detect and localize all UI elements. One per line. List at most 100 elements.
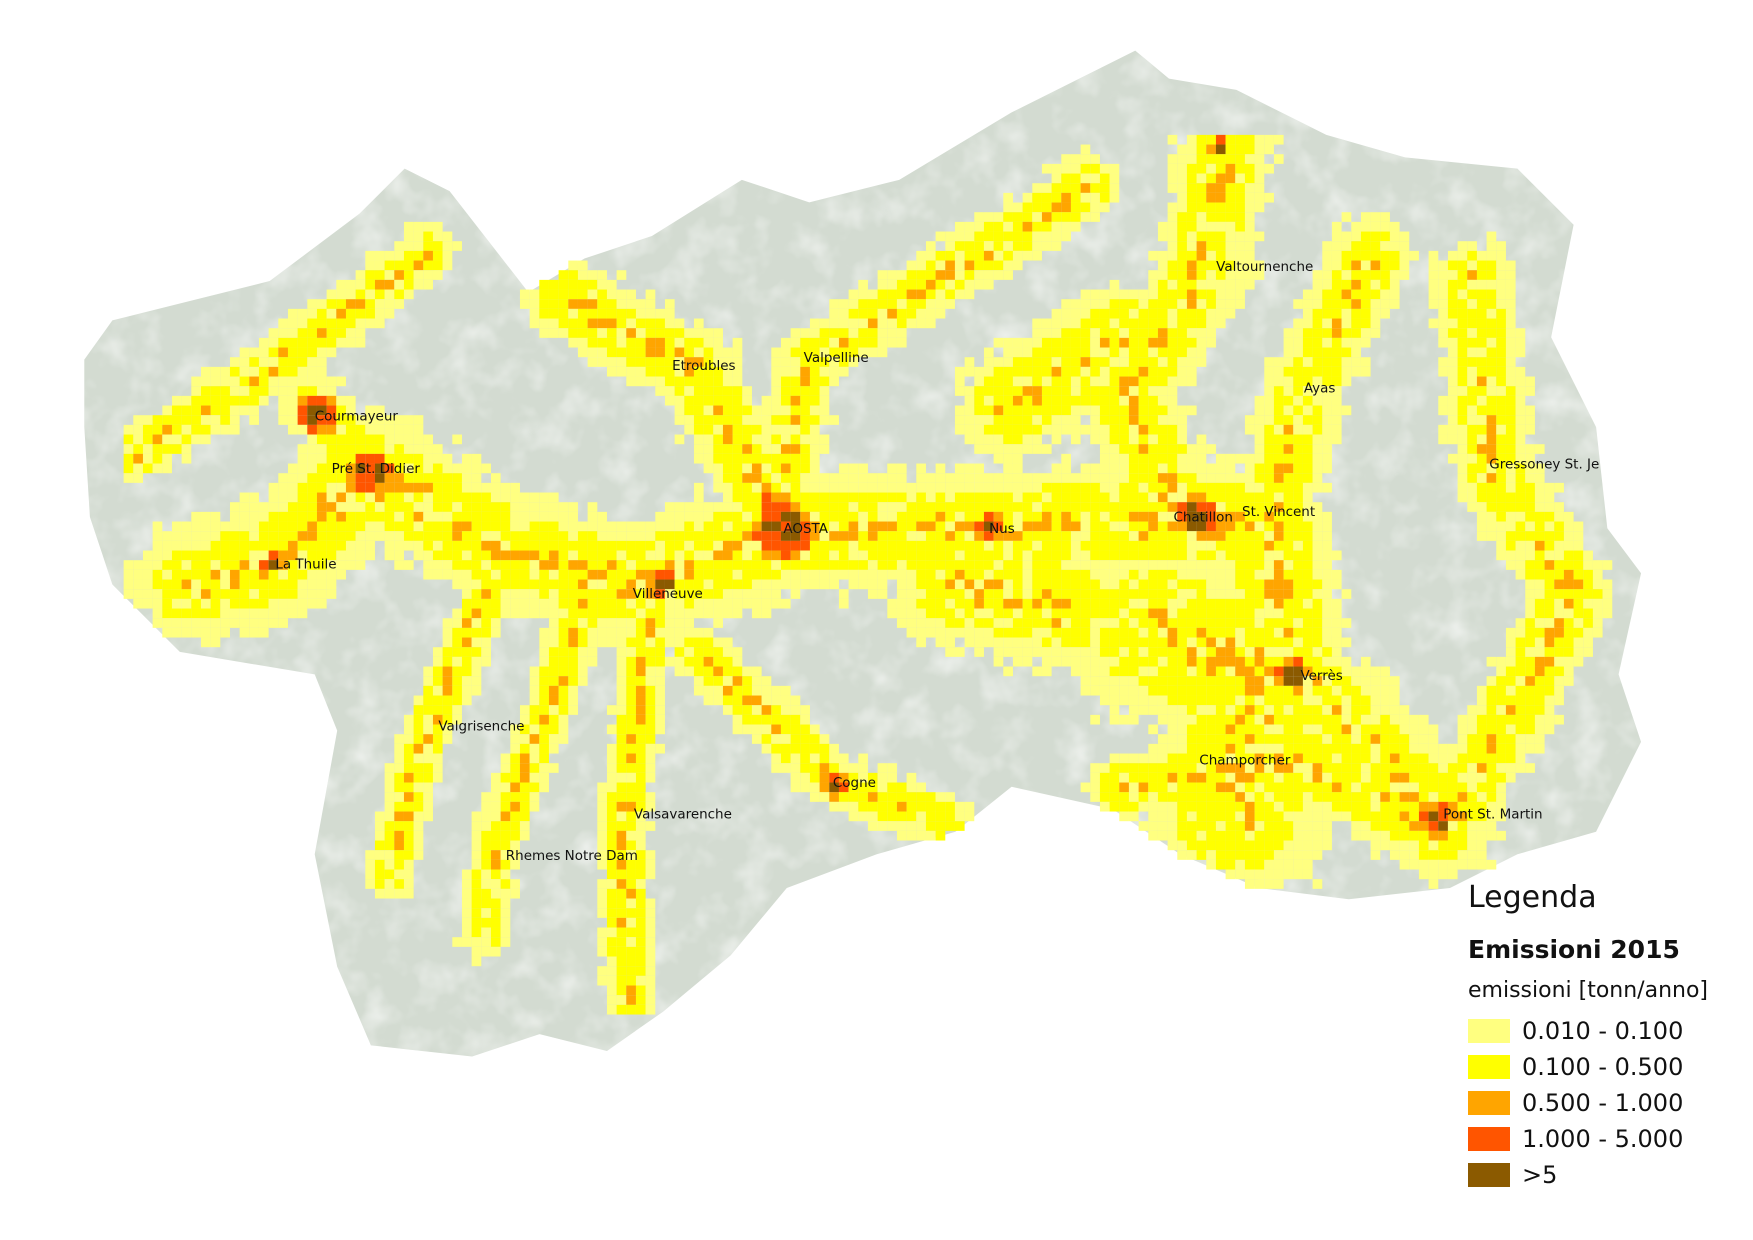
emission-cell [568, 560, 578, 570]
emission-cell [307, 434, 317, 445]
emission-cell [1070, 550, 1081, 561]
emission-cell [307, 347, 317, 358]
emission-cell [848, 560, 859, 570]
emission-cell [1128, 308, 1139, 319]
emission-cell [278, 405, 288, 416]
emission-cell [355, 299, 366, 309]
emission-cell [1322, 270, 1332, 280]
emission-cell [500, 589, 511, 599]
emission-cell [1254, 202, 1265, 213]
emission-cell [1573, 627, 1584, 638]
emission-cell [1119, 540, 1129, 551]
emission-cell [1457, 357, 1468, 367]
emission-cell [1157, 772, 1168, 783]
emission-cell [278, 415, 288, 425]
emission-cell [394, 550, 404, 561]
emission-cell [829, 502, 839, 512]
emission-cell [1380, 308, 1390, 319]
emission-cell [384, 763, 395, 773]
emission-cell [645, 714, 656, 725]
emission-cell [771, 376, 781, 387]
emission-cell [1012, 647, 1023, 657]
emission-cell [1312, 366, 1323, 377]
emission-cell [1244, 212, 1255, 222]
emission-cell [316, 473, 327, 483]
emission-cell [1283, 424, 1294, 435]
emission-cell [461, 656, 472, 667]
emission-cell [1148, 627, 1158, 638]
emission-cell [432, 560, 443, 570]
emission-cell [1022, 521, 1033, 532]
emission-cell [790, 424, 801, 435]
emission-cell [268, 492, 279, 503]
emission-cell [1438, 424, 1448, 435]
emission-cell [1128, 695, 1139, 706]
emission-cell [529, 579, 540, 590]
emission-cell [626, 676, 636, 686]
emission-cell [858, 772, 868, 783]
emission-cell [616, 550, 627, 561]
emission-cell [1167, 772, 1178, 783]
emission-cell [229, 608, 240, 619]
emission-cell [1167, 241, 1178, 251]
emission-cell [316, 540, 327, 551]
emission-cell [1525, 453, 1535, 464]
emission-cell [326, 347, 337, 358]
emission-cell [655, 598, 665, 609]
emission-cell [1070, 328, 1081, 338]
emission-cell [993, 473, 1004, 483]
emission-cell [133, 453, 143, 464]
emission-cell [1370, 666, 1381, 677]
emission-cell [471, 589, 482, 599]
emission-cell [983, 434, 994, 445]
emission-cell [1157, 579, 1168, 590]
emission-cell [684, 627, 694, 638]
emission-cell [790, 405, 801, 416]
emission-cell [307, 415, 317, 425]
emission-cell [1157, 357, 1168, 367]
emission-cell [925, 241, 936, 251]
emission-cell [935, 463, 946, 474]
emission-cell [1293, 415, 1303, 425]
emission-cell [722, 666, 733, 677]
emission-cell [1438, 328, 1448, 338]
emission-cell [713, 569, 723, 580]
emission-cell [1264, 531, 1274, 541]
emission-cell [1186, 202, 1197, 213]
emission-cell [1206, 540, 1216, 551]
emission-cell [1032, 328, 1042, 338]
emission-cell [635, 589, 646, 599]
emission-cell [384, 250, 395, 261]
emission-cell [983, 618, 994, 628]
emission-cell [1225, 270, 1236, 280]
emission-cell [1515, 337, 1526, 348]
emission-cell [1090, 415, 1100, 425]
emission-cell [152, 415, 163, 425]
emission-cell [200, 560, 211, 570]
emission-cell [1293, 386, 1303, 396]
emission-cell [722, 637, 733, 648]
emission-cell [1486, 405, 1497, 416]
emission-cell [403, 521, 414, 532]
emission-cell [1341, 734, 1352, 744]
emission-cell [1148, 579, 1158, 590]
emission-cell [1302, 618, 1313, 628]
emission-cell [616, 589, 627, 599]
emission-cell [693, 540, 704, 551]
emission-cell [1264, 724, 1274, 735]
emission-cell [1351, 231, 1361, 242]
emission-cell [1273, 695, 1284, 706]
emission-cell [896, 337, 907, 348]
emission-cell [1167, 521, 1178, 532]
emission-cell [684, 540, 694, 551]
emission-cell [1264, 589, 1274, 599]
emission-cell [355, 337, 366, 348]
emission-cell [1022, 444, 1033, 454]
emission-cell [336, 395, 346, 406]
emission-cell [394, 415, 404, 425]
emission-cell [626, 763, 636, 773]
emission-cell [693, 666, 704, 677]
emission-cell [529, 734, 540, 744]
emission-cell [1322, 656, 1332, 667]
emission-cell [1177, 637, 1187, 648]
